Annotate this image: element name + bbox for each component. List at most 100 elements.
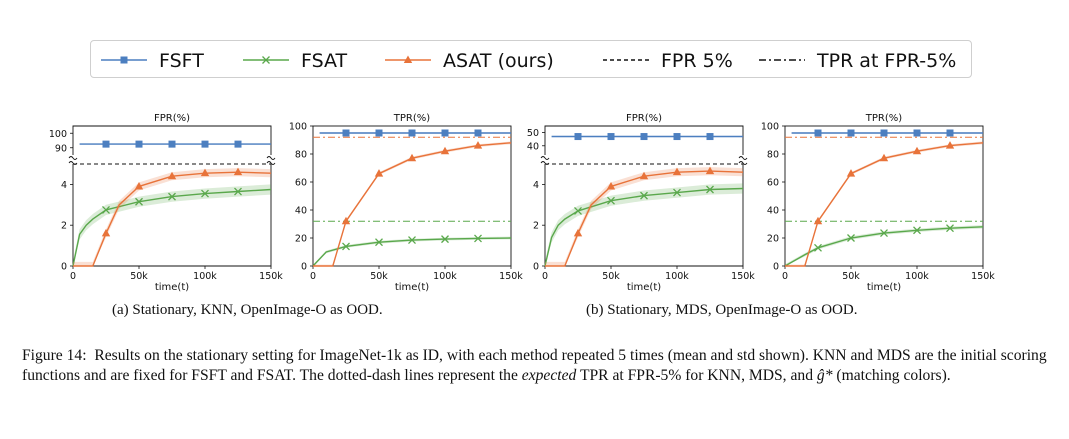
series-line [544,187,744,267]
data-point [640,191,648,200]
series-fsft [551,133,743,141]
data-point [607,133,615,141]
legend-entry-tpr-at-fpr-5: TPR at FPR-5% [759,50,956,72]
y-tick-label: 2 [61,221,67,232]
data-point [945,141,955,149]
x-axis-label: time(t) [155,282,189,293]
chart-panel-4: 0 20 40 60 80 100 TPR(%) 0 50k 100k 150k time(t) [761,113,995,293]
x-tick-label: 150k [731,271,755,282]
data-point [234,140,242,148]
y-tick-label: 0 [533,262,539,273]
series-line [72,188,272,267]
data-point [814,129,822,137]
panel-title: FPR(%) [626,113,662,124]
legend-marker [120,56,128,64]
figure-caption: Figure 14: Results on the stationary set… [22,346,1052,386]
x-tick-label: 50k [602,271,620,282]
subcaption-b: (b) Stationary, MDS, OpenImage-O as OOD. [586,302,858,318]
data-point [168,140,176,148]
x-tick-label: 0 [542,271,548,282]
data-point [473,141,483,149]
data-point [201,140,209,148]
legend-entries: FSFT FSAT ASAT (ours) FPR 5% TPR at FPR-5% [101,50,956,72]
data-point [474,234,482,243]
data-point [946,224,954,233]
data-point [134,181,144,190]
caption-text-3: (matching colors). [832,367,951,384]
y-tick-label: 4 [533,180,539,191]
y-tick-label: 4 [61,180,67,191]
data-point [200,168,210,177]
series-asat-ours [785,141,984,267]
y-tick-label: 40 [767,206,779,217]
y-tick-label: 50 [527,128,539,139]
data-point [813,216,823,225]
data-point [135,197,143,206]
axis-break-mark [738,156,748,160]
data-point [673,188,681,197]
x-tick-label: 100k [665,271,689,282]
x-tick-label: 150k [971,271,995,282]
axis-break-mark [266,161,276,165]
upper-axes-frame [544,125,744,155]
std-band [545,183,743,266]
y-tick-label: 90 [55,143,67,154]
caption-text-2: TPR at FPR-5% for KNN, MDS, and [576,367,817,384]
data-point [102,205,110,214]
y-tick-label: 0 [301,262,307,273]
data-point [814,243,822,252]
legend-label: ASAT (ours) [443,50,554,72]
y-tick-label: 0 [773,262,779,273]
y-tick-label: 40 [527,141,539,152]
series-fsft [319,129,511,137]
data-point [375,129,383,137]
data-point [705,166,715,175]
x-axis-label: time(t) [395,282,429,293]
legend-label: FSAT [301,50,348,72]
data-point [168,192,176,201]
x-tick-label: 100k [433,271,457,282]
legend-label: FPR 5% [661,50,733,72]
x-tick-label: 50k [842,271,860,282]
data-point [102,140,110,148]
data-point [342,242,350,251]
y-tick-label: 2 [533,221,539,232]
lower-axes-frame [72,164,272,267]
y-tick-label: 40 [295,206,307,217]
y-tick-label: 100 [49,129,67,140]
x-tick-label: 50k [130,271,148,282]
data-point [639,171,649,180]
series-line [784,226,984,267]
legend-label: TPR at FPR-5% [816,50,956,72]
data-point [375,238,383,247]
std-band [73,168,271,266]
data-point [912,146,922,155]
caption-math: ĝ* [816,367,833,384]
data-point [880,229,888,238]
x-axis-label: time(t) [867,282,901,293]
data-point [846,169,856,177]
legend-marker [262,56,270,64]
data-point [706,133,714,141]
data-point [374,169,384,177]
data-point [672,167,682,176]
data-point [408,129,416,137]
data-point [441,129,449,137]
x-tick-label: 0 [70,271,76,282]
series-fsat [72,184,272,267]
chart-panel-3: 40 50 0 2 4 FPR(%) 0 50k 100k 150k time(t) [527,113,755,293]
panel-title: FPR(%) [154,113,190,124]
legend: FSFT FSAT ASAT (ours) FPR 5% TPR at FPR-5% [90,40,972,78]
data-point [101,228,111,237]
x-tick-label: 50k [370,271,388,282]
data-point [640,133,648,141]
upper-axes-frame [72,125,272,155]
std-band [73,184,271,266]
data-point [233,167,243,176]
data-point [234,187,242,196]
axis-break-mark [540,156,550,160]
data-point [474,129,482,137]
axis-break-mark [738,161,748,165]
x-tick-label: 0 [782,271,788,282]
